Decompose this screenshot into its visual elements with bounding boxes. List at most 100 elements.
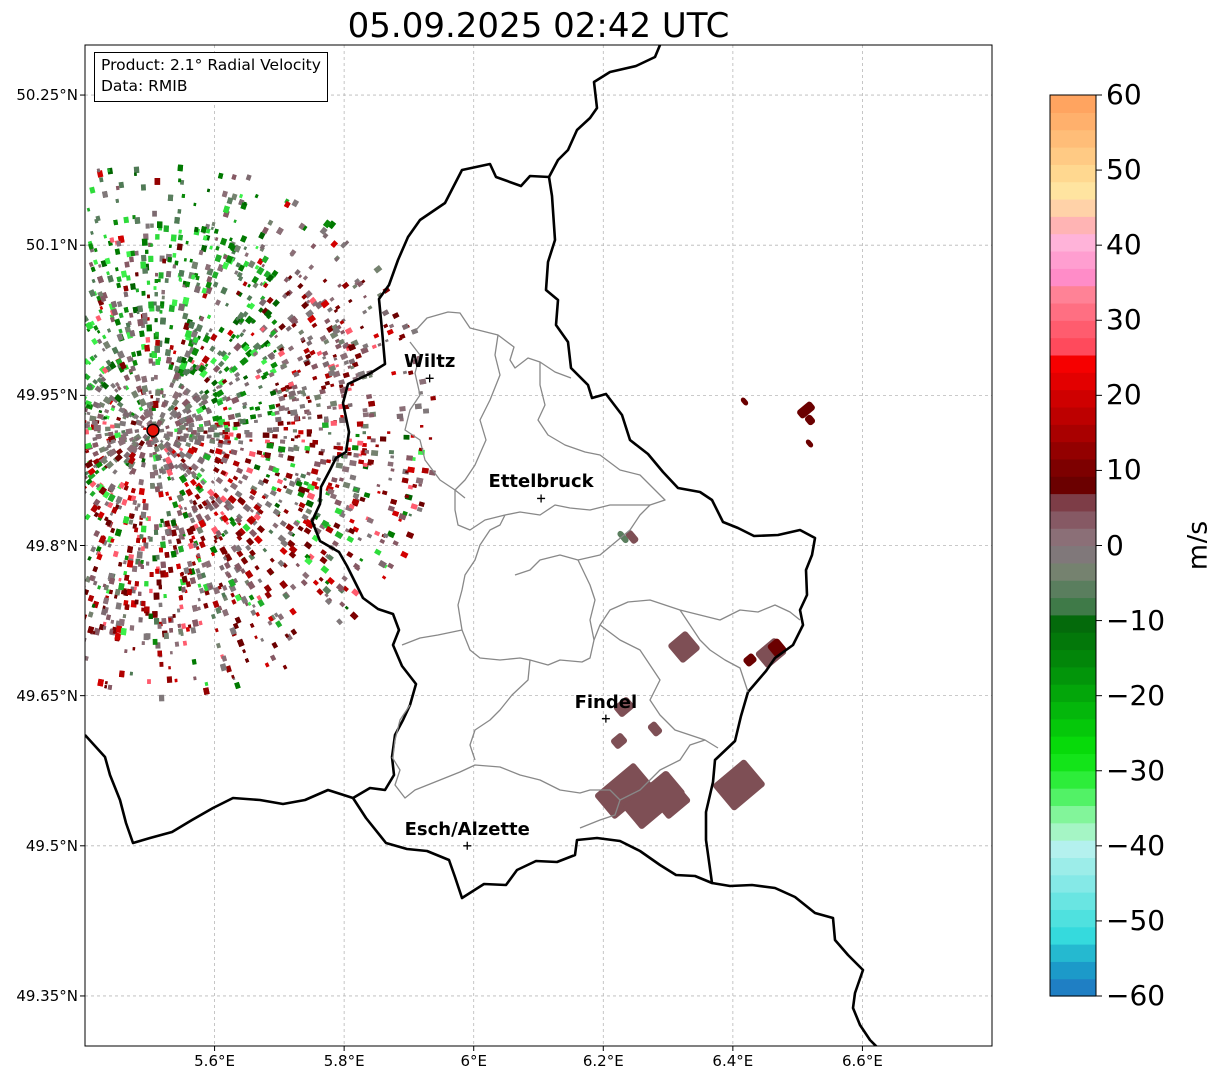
lon-tick-label: 6°E — [460, 1052, 487, 1070]
colorbar-segment — [1050, 649, 1096, 668]
colorbar-segment — [1050, 753, 1096, 772]
colorbar-segment — [1050, 406, 1096, 425]
colorbar-segment — [1050, 805, 1096, 824]
colorbar-segment — [1050, 441, 1096, 460]
colorbar-segment — [1050, 216, 1096, 235]
colorbar — [1049, 94, 1102, 997]
colorbar-segment — [1050, 493, 1096, 512]
city-label: Esch/Alzette — [404, 818, 530, 840]
colorbar-segment — [1050, 770, 1096, 789]
lat-tick-label: 49.95°N — [16, 386, 78, 405]
lat-tick-label: 50.25°N — [16, 86, 78, 105]
radar-site-marker — [146, 423, 160, 438]
lat-tick-label: 49.8°N — [25, 536, 78, 555]
lon-tick-label: 6.6°E — [842, 1052, 883, 1070]
colorbar-segment — [1050, 874, 1096, 893]
colorbar-segment — [1050, 268, 1096, 287]
colorbar-segment — [1050, 961, 1096, 980]
lon-tick-label: 5.6°E — [194, 1052, 235, 1070]
france-germany-border — [711, 881, 878, 1046]
colorbar-segment — [1050, 372, 1096, 391]
colorbar-segment — [1050, 250, 1096, 269]
lon-tick-marks — [214, 1046, 863, 1051]
colorbar-tick-label: −40 — [1106, 828, 1166, 862]
city-marker — [537, 494, 546, 503]
colorbar-tick-label: 0 — [1106, 528, 1124, 562]
info-box: Product: 2.1° Radial Velocity Data: RMIB — [94, 52, 328, 102]
colorbar-segment — [1050, 909, 1096, 928]
colorbar-segment — [1050, 562, 1096, 581]
colorbar-segment — [1050, 701, 1096, 720]
luxembourg-border — [310, 162, 817, 900]
lat-tick-label: 49.5°N — [25, 836, 78, 855]
colorbar-segment — [1050, 337, 1096, 356]
colorbar-segment — [1050, 389, 1096, 408]
lon-tick-label: 6.4°E — [712, 1052, 754, 1070]
colorbar-segment — [1050, 822, 1096, 841]
colorbar-segment — [1050, 926, 1096, 945]
city-markers — [425, 374, 610, 850]
colorbar-segment — [1050, 545, 1096, 564]
belgium-border-south — [85, 734, 354, 845]
colorbar-segment — [1050, 129, 1096, 148]
lon-tick-label: 6.2°E — [582, 1052, 624, 1070]
colorbar-segment — [1050, 476, 1096, 495]
colorbar-segment — [1050, 597, 1096, 616]
colorbar-tick-label: 10 — [1106, 453, 1142, 487]
colorbar-segment — [1050, 788, 1096, 807]
colorbar-tick-label: −50 — [1106, 903, 1166, 937]
colorbar-segment — [1050, 666, 1096, 685]
gridlines — [85, 45, 992, 1046]
national-borders — [85, 45, 878, 1046]
colorbar-tick-label: −30 — [1106, 753, 1166, 787]
colorbar-segment — [1050, 580, 1096, 599]
colorbar-segment — [1050, 302, 1096, 321]
colorbar-segment — [1050, 112, 1096, 131]
colorbar-tick-label: 40 — [1106, 228, 1142, 262]
colorbar-tick-label: 20 — [1106, 378, 1142, 412]
colorbar-segment — [1050, 632, 1096, 651]
colorbar-segment — [1050, 978, 1096, 997]
colorbar-tick-label: −20 — [1106, 678, 1166, 712]
colorbar-segment — [1050, 233, 1096, 252]
lat-tick-label: 49.65°N — [16, 686, 78, 705]
colorbar-tick-label: 30 — [1106, 303, 1142, 337]
lon-tick-label: 5.8°E — [323, 1052, 365, 1070]
colorbar-segment — [1050, 164, 1096, 183]
canton-borders — [391, 311, 801, 829]
germany-border-north — [547, 45, 662, 178]
colorbar-segment — [1050, 95, 1096, 113]
colorbar-segment — [1050, 424, 1096, 443]
product-label: Product: 2.1° Radial Velocity — [101, 56, 321, 74]
city-marker — [463, 841, 472, 850]
lat-tick-label: 49.35°N — [16, 986, 78, 1005]
colorbar-segment — [1050, 198, 1096, 217]
colorbar-segment — [1050, 181, 1096, 200]
data-source-label: Data: RMIB — [101, 77, 188, 95]
colorbar-segment — [1050, 857, 1096, 876]
city-marker — [425, 374, 434, 383]
city-label: Ettelbruck — [488, 471, 594, 493]
colorbar-segment — [1050, 510, 1096, 529]
colorbar-segment — [1050, 892, 1096, 910]
city-label: Findel — [574, 691, 638, 713]
city-marker — [601, 714, 610, 723]
colorbar-tick-label: 60 — [1106, 78, 1142, 111]
colorbar-segment — [1050, 320, 1096, 339]
colorbar-segment — [1050, 718, 1096, 737]
colorbar-tick-label: 50 — [1106, 153, 1142, 187]
lat-tick-label: 50.1°N — [25, 236, 78, 255]
colorbar-segment — [1050, 684, 1096, 703]
colorbar-segment — [1050, 146, 1096, 165]
colorbar-tick-label: −10 — [1106, 603, 1166, 637]
colorbar-segment — [1050, 614, 1096, 633]
map-title: 05.09.2025 02:42 UTC — [347, 6, 730, 46]
colorbar-segment — [1050, 944, 1096, 962]
lat-tick-marks — [80, 94, 85, 997]
colorbar-segment — [1050, 840, 1096, 858]
colorbar-segment — [1050, 458, 1096, 477]
colorbar-tick-label: −60 — [1106, 979, 1166, 1012]
city-label: Wiltz — [404, 351, 456, 373]
colorbar-label: m/s — [1182, 520, 1207, 571]
